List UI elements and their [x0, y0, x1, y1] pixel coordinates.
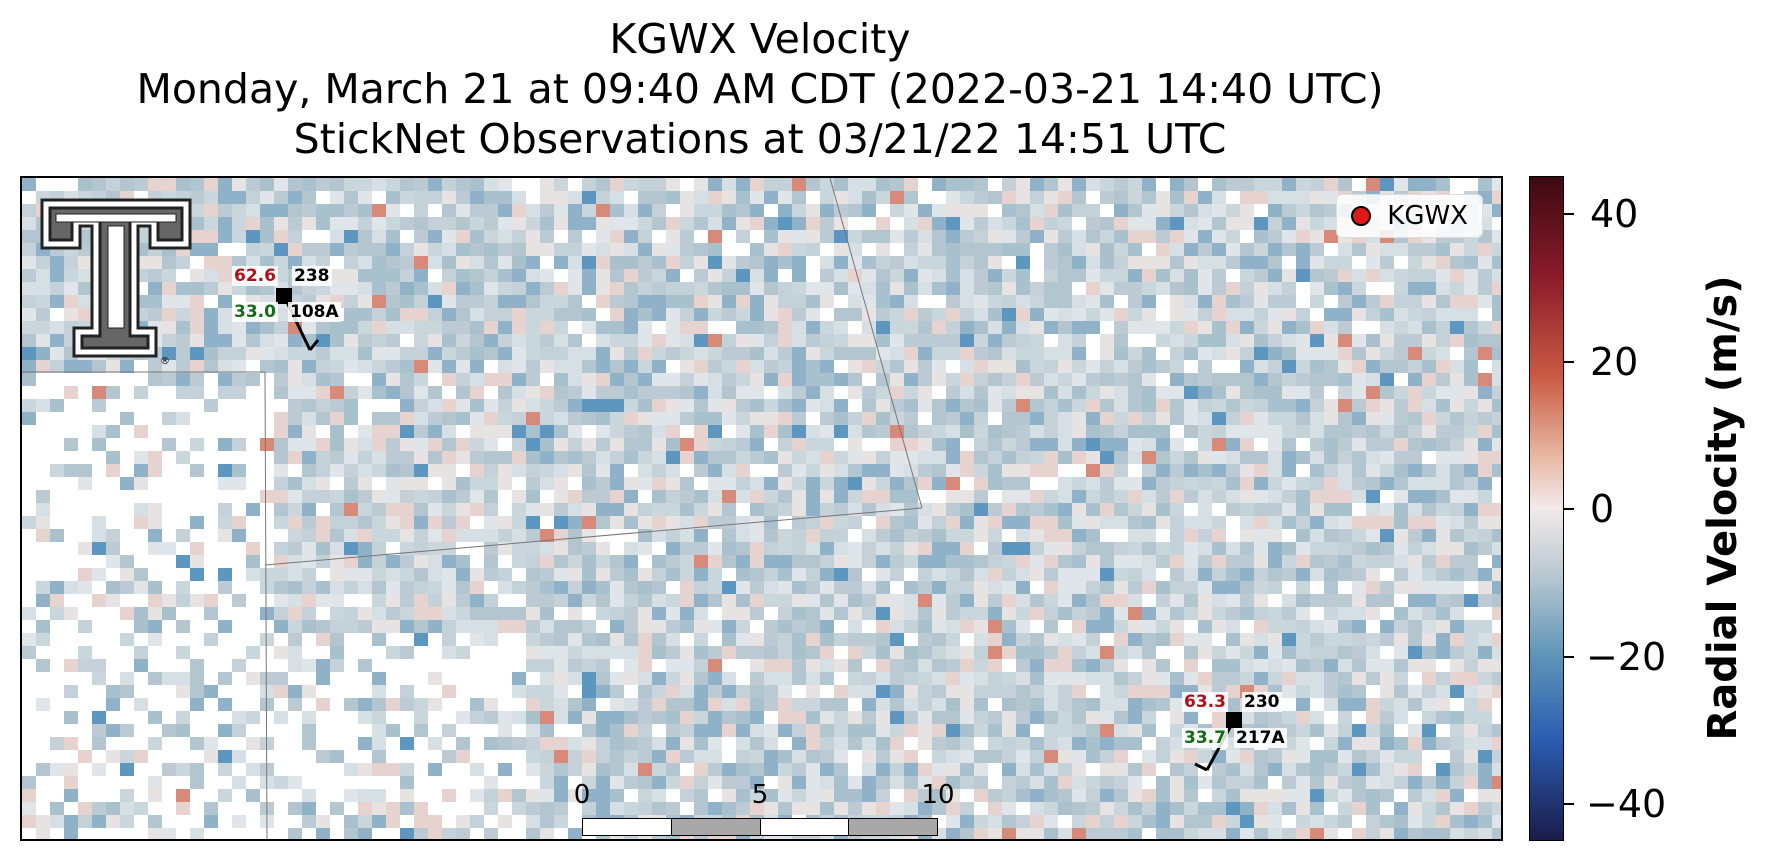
map-title: KGWX Velocity: [609, 15, 911, 63]
scale-bar: 0 5 10 km: [574, 780, 955, 839]
boundary-line-1: [22, 371, 268, 839]
scale-tick-0: 0: [573, 780, 591, 810]
colorbar-title: Radial Velocity (m/s): [1700, 275, 1746, 741]
texas-tech-logo: ®: [38, 196, 198, 382]
scale-tick-5: 5: [751, 780, 769, 810]
velocity-colorbar: [1529, 176, 1564, 841]
boundary-line-2: [264, 507, 923, 566]
scale-tick-10: 10: [921, 780, 955, 810]
station-2-temperature: 63.3: [1182, 692, 1228, 712]
map-subtitle-observations: StickNet Observations at 03/21/22 14:51 …: [293, 115, 1227, 163]
registered-mark: ®: [160, 356, 170, 367]
legend-label: KGWX: [1387, 201, 1468, 231]
colorbar-tick-mark: [1564, 656, 1574, 658]
station-1-pressure: 238: [292, 266, 332, 286]
colorbar-tick-mark: [1564, 213, 1574, 215]
station-2-dewpoint: 33.7: [1182, 728, 1228, 748]
station-1-wind-barb-flag-icon: [308, 339, 320, 351]
boundary-line-3: [829, 178, 923, 509]
station-2-id: 217A: [1234, 728, 1287, 748]
colorbar-tick-20: 20: [1590, 340, 1639, 384]
station-1-id: 108A: [288, 302, 341, 322]
station-1-temperature: 62.6: [232, 266, 278, 286]
station-1-dewpoint: 33.0: [232, 302, 278, 322]
scale-bar-segments: [582, 818, 938, 836]
colorbar-tick-mark: [1564, 803, 1574, 805]
colorbar-tick-40: 40: [1590, 192, 1639, 236]
scale-unit: km: [740, 836, 780, 839]
colorbar-tick-mark: [1564, 361, 1574, 363]
radar-site-marker-icon: [1351, 206, 1372, 226]
station-2-pressure: 230: [1242, 692, 1282, 712]
colorbar-tick-minus-40: −40: [1586, 782, 1667, 826]
map-legend: KGWX: [1336, 194, 1483, 238]
station-2-wind-barb-flag-icon: [1194, 762, 1208, 772]
colorbar-tick-minus-20: −20: [1586, 635, 1667, 679]
radar-map[interactable]: KGWX 62.6 238 33.0 108A 63.3 230 33.7 21…: [20, 176, 1503, 841]
colorbar-tick-mark: [1564, 508, 1574, 510]
map-subtitle-date: Monday, March 21 at 09:40 AM CDT (2022-0…: [136, 65, 1384, 113]
colorbar-tick-0: 0: [1590, 487, 1615, 531]
